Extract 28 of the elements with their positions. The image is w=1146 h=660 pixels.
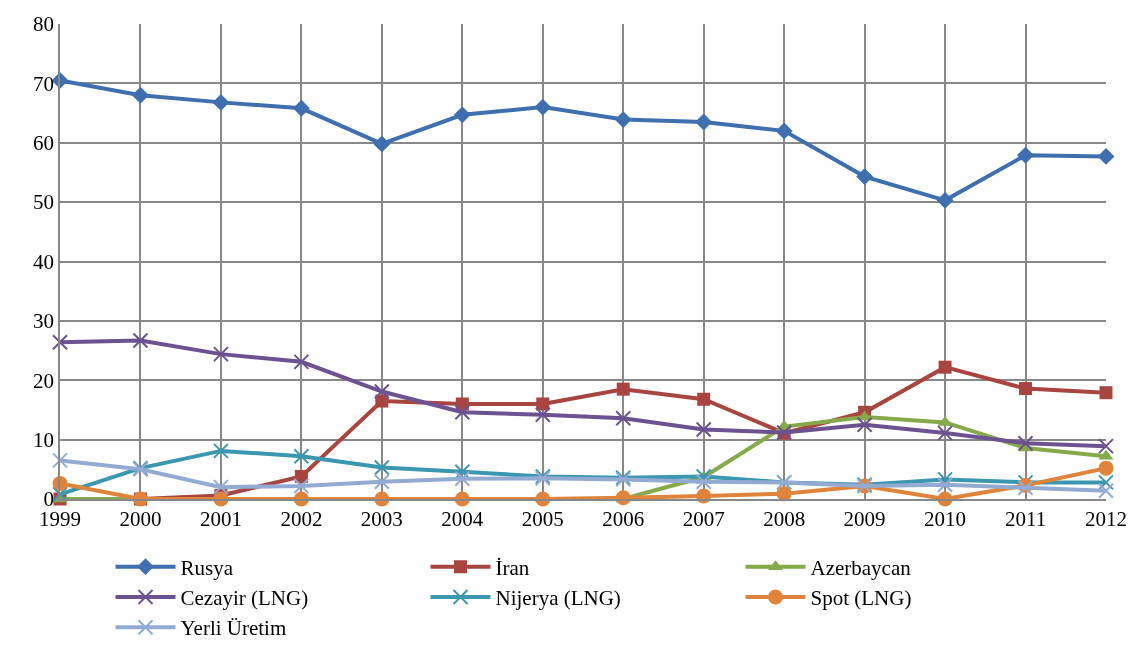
x-tick-label: 2010 [924, 506, 967, 531]
y-tick-label: 80 [33, 12, 55, 37]
y-tick-label: 10 [33, 427, 55, 452]
x-tick-label: 2001 [199, 506, 242, 531]
y-tick-label: 30 [33, 309, 55, 334]
x-tick-label: 2003 [360, 506, 403, 531]
x-tick-label: 2005 [521, 506, 564, 531]
y-tick-label: 70 [33, 71, 55, 96]
x-tick-label: 2006 [602, 506, 645, 531]
legend-label: Yerli Üretim [180, 616, 287, 641]
x-tick-label: 2011 [1004, 506, 1047, 531]
legend-label: Spot (LNG) [810, 586, 912, 611]
y-tick-label: 60 [33, 131, 55, 156]
legend-label: Azerbaycan [810, 555, 912, 580]
legend-label: Nijerya (LNG) [495, 586, 621, 611]
x-tick-label: 2008 [763, 506, 806, 531]
x-tick-label: 2012 [1085, 506, 1127, 531]
x-tick-label: 2009 [843, 506, 886, 531]
legend-label: Rusya [180, 555, 234, 580]
y-tick-label: 20 [33, 368, 55, 393]
legend-label: İran [495, 555, 530, 580]
y-tick-label: 50 [33, 190, 55, 215]
x-tick-label: 2002 [280, 506, 323, 531]
y-tick-label: 40 [33, 249, 55, 274]
legend-label: Cezayir (LNG) [180, 586, 309, 611]
x-tick-label: 2004 [441, 506, 484, 531]
x-tick-label: 2007 [682, 506, 725, 531]
x-tick-label: 2000 [119, 506, 162, 531]
